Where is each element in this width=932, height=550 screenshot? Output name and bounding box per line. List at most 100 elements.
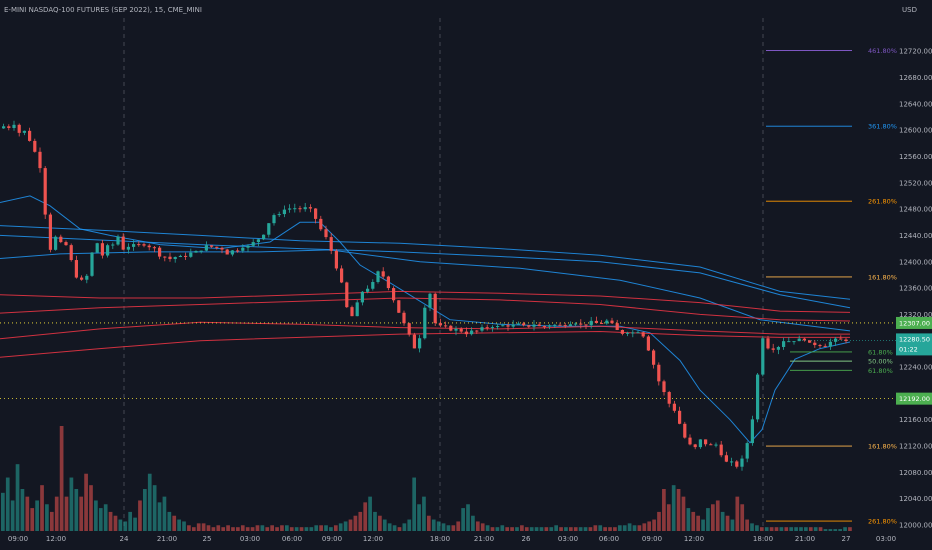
candle-down[interactable]	[724, 455, 728, 462]
candle-down[interactable]	[215, 246, 219, 248]
candle-down[interactable]	[210, 245, 214, 247]
candle-down[interactable]	[334, 250, 338, 269]
candle-up[interactable]	[90, 252, 94, 276]
fibonacci-extension[interactable]: 461.80%361.80%261.80%161.80%61.80%50.00%…	[766, 47, 897, 526]
candle-down[interactable]	[704, 439, 708, 445]
candle-up[interactable]	[12, 124, 16, 128]
candle-up[interactable]	[792, 341, 796, 343]
candle-down[interactable]	[147, 245, 151, 248]
candle-down[interactable]	[693, 444, 697, 448]
candle-down[interactable]	[350, 307, 354, 317]
candle-up[interactable]	[782, 341, 786, 347]
candle-down[interactable]	[527, 325, 531, 327]
candle-down[interactable]	[319, 218, 323, 230]
candle-up[interactable]	[480, 327, 484, 331]
horizontal-levels[interactable]: 12307.00 12192.00 12280.50 01:22	[0, 316, 932, 405]
candle-up[interactable]	[277, 214, 281, 216]
candle-down[interactable]	[600, 323, 604, 325]
candle-up[interactable]	[511, 324, 515, 327]
candle-down[interactable]	[771, 348, 775, 350]
candle-down[interactable]	[709, 444, 713, 446]
candle-down[interactable]	[168, 256, 172, 260]
candle-down[interactable]	[340, 268, 344, 283]
candle-down[interactable]	[308, 207, 312, 209]
candle-down[interactable]	[444, 325, 448, 327]
candle-down[interactable]	[7, 126, 11, 128]
candle-up[interactable]	[496, 326, 500, 328]
candle-up[interactable]	[106, 245, 110, 256]
candle-down[interactable]	[579, 323, 583, 325]
candle-down[interactable]	[236, 250, 240, 252]
candle-down[interactable]	[688, 437, 692, 445]
candle-up[interactable]	[776, 346, 780, 350]
candle-up[interactable]	[256, 239, 260, 243]
candle-down[interactable]	[397, 300, 401, 313]
candle-up[interactable]	[262, 234, 266, 240]
candle-down[interactable]	[329, 237, 333, 251]
candle-down[interactable]	[314, 208, 318, 219]
candle-up[interactable]	[85, 275, 89, 280]
candle-down[interactable]	[464, 331, 468, 335]
candle-up[interactable]	[288, 208, 292, 210]
candle-down[interactable]	[80, 277, 84, 280]
candle-down[interactable]	[620, 330, 624, 334]
candle-up[interactable]	[532, 324, 536, 327]
candle-up[interactable]	[267, 223, 271, 235]
candle-down[interactable]	[719, 444, 723, 456]
candle-down[interactable]	[225, 249, 229, 255]
candle-down[interactable]	[662, 381, 666, 393]
candle-down[interactable]	[158, 247, 162, 257]
candle-up[interactable]	[548, 325, 552, 327]
candle-down[interactable]	[652, 350, 656, 365]
candle-up[interactable]	[272, 215, 276, 224]
candle-down[interactable]	[121, 236, 125, 250]
candle-up[interactable]	[516, 323, 520, 325]
candle-down[interactable]	[402, 312, 406, 324]
candle-up[interactable]	[22, 130, 26, 133]
candle-up[interactable]	[787, 341, 791, 343]
candle-up[interactable]	[418, 338, 422, 349]
candle-down[interactable]	[407, 323, 411, 335]
candle-up[interactable]	[293, 208, 297, 210]
candle-up[interactable]	[828, 341, 832, 347]
time-axis[interactable]: 09:00 12:00 24 21:00 25 03:00 06:00 09:00 12:00 1…	[8, 535, 896, 543]
candle-down[interactable]	[324, 229, 328, 238]
candle-up[interactable]	[95, 243, 99, 253]
candle-up[interactable]	[282, 209, 286, 215]
candle-up[interactable]	[2, 126, 6, 129]
candle-down[interactable]	[808, 340, 812, 343]
candle-down[interactable]	[802, 338, 806, 341]
candle-down[interactable]	[64, 242, 68, 246]
candle-down[interactable]	[537, 324, 541, 327]
candle-down[interactable]	[345, 282, 349, 308]
candle-up[interactable]	[740, 458, 744, 467]
candle-down[interactable]	[459, 328, 463, 332]
candle-down[interactable]	[641, 332, 645, 337]
candle-up[interactable]	[371, 281, 375, 289]
candle-down[interactable]	[449, 325, 453, 331]
candle-up[interactable]	[730, 461, 734, 463]
candle-up[interactable]	[636, 332, 640, 334]
candle-down[interactable]	[657, 364, 661, 382]
candle-down[interactable]	[506, 325, 510, 327]
candle-up[interactable]	[230, 250, 234, 255]
candle-up[interactable]	[173, 257, 177, 260]
candle-down[interactable]	[433, 293, 437, 324]
candle-up[interactable]	[756, 374, 760, 420]
candle-up[interactable]	[178, 255, 182, 258]
candle-up[interactable]	[626, 332, 630, 334]
candle-down[interactable]	[844, 339, 848, 342]
candle-down[interactable]	[220, 247, 224, 250]
candle-up[interactable]	[376, 271, 380, 282]
candle-up[interactable]	[553, 324, 557, 326]
candle-up[interactable]	[54, 236, 58, 250]
candle-down[interactable]	[184, 255, 188, 257]
candle-up[interactable]	[116, 236, 120, 245]
candle-down[interactable]	[69, 245, 73, 261]
candle-up[interactable]	[360, 291, 364, 303]
candle-up[interactable]	[111, 244, 115, 246]
candle-up[interactable]	[750, 419, 754, 444]
candle-up[interactable]	[698, 439, 702, 448]
candle-down[interactable]	[823, 345, 827, 347]
